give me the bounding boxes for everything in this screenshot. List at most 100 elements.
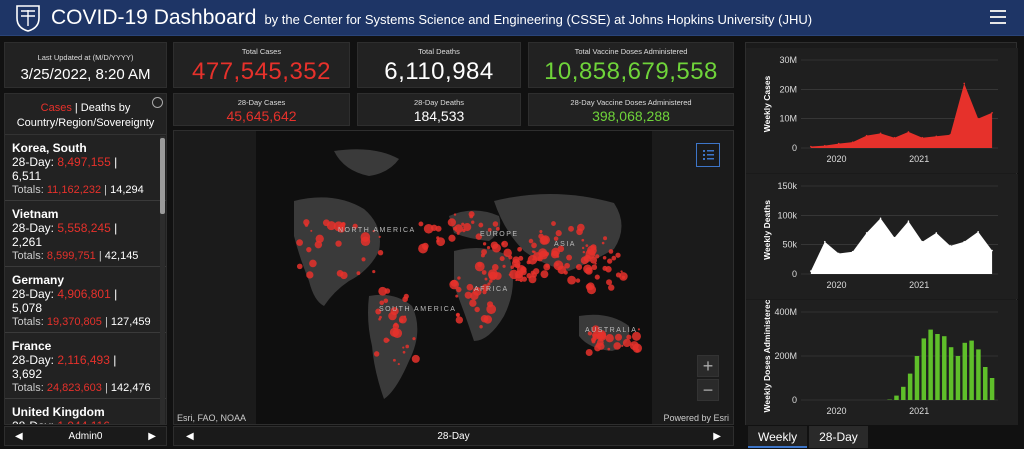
next-arrow-icon[interactable]: ▶ bbox=[148, 430, 156, 442]
map-hotspot-dot[interactable] bbox=[591, 325, 600, 334]
map-hotspot-dot[interactable] bbox=[503, 248, 512, 258]
map-hotspot-dot[interactable] bbox=[509, 269, 519, 280]
map-hotspot-dot[interactable] bbox=[564, 262, 570, 269]
map-hotspot-dot[interactable] bbox=[303, 219, 310, 226]
map-hotspot-dot[interactable] bbox=[309, 259, 317, 268]
map-hotspot-dot[interactable] bbox=[453, 213, 457, 216]
map-hotspot-dot[interactable] bbox=[379, 300, 385, 306]
map-hotspot-dot[interactable] bbox=[411, 354, 420, 363]
map-hotspot-dot[interactable] bbox=[454, 224, 464, 233]
map-hotspot-dot[interactable] bbox=[361, 257, 366, 262]
map-hotspot-dot[interactable] bbox=[480, 314, 489, 323]
map-hotspot-dot[interactable] bbox=[605, 334, 614, 343]
map-hotspot-dot[interactable] bbox=[528, 275, 537, 284]
tab-28-day[interactable]: 28-Day bbox=[809, 426, 868, 448]
expand-icon[interactable] bbox=[152, 97, 163, 108]
country-list-heading[interactable]: | Deaths by Country/Region/Sovereignty bbox=[16, 102, 155, 129]
map-hotspot-dot[interactable] bbox=[469, 214, 474, 219]
map-hotspot-dot[interactable] bbox=[629, 341, 639, 351]
map-hotspot-dot[interactable] bbox=[484, 277, 488, 281]
map-hotspot-dot[interactable] bbox=[621, 275, 626, 279]
country-item[interactable]: Korea, South 28-Day: 8,497,155 | 6,511 Tota… bbox=[5, 135, 166, 201]
map-hotspot-dot[interactable] bbox=[403, 293, 409, 299]
map-hotspot-dot[interactable] bbox=[499, 256, 505, 262]
map-hotspot-dot[interactable] bbox=[615, 272, 622, 278]
legend-button[interactable] bbox=[696, 143, 720, 167]
map-hotspot-dot[interactable] bbox=[601, 241, 605, 245]
map-hotspot-dot[interactable] bbox=[488, 271, 498, 281]
map-hotspot-dot[interactable] bbox=[487, 227, 492, 232]
map-hotspot-dot[interactable] bbox=[296, 239, 303, 246]
map-hotspot-dot[interactable] bbox=[538, 248, 548, 258]
map-hotspot-dot[interactable] bbox=[567, 275, 577, 285]
map-powered-by[interactable]: Powered by Esri bbox=[663, 413, 729, 423]
map-hotspot-dot[interactable] bbox=[592, 339, 595, 342]
map-hotspot-dot[interactable] bbox=[590, 244, 597, 251]
map-hotspot-dot[interactable] bbox=[375, 308, 382, 315]
map-hotspot-dot[interactable] bbox=[392, 358, 396, 362]
map-hotspot-dot[interactable] bbox=[412, 337, 416, 341]
map-hotspot-dot[interactable] bbox=[502, 264, 506, 268]
map-hotspot-dot[interactable] bbox=[418, 221, 424, 227]
map-hotspot-dot[interactable] bbox=[608, 284, 615, 291]
map-hotspot-dot[interactable] bbox=[466, 283, 474, 291]
map-hotspot-dot[interactable] bbox=[405, 344, 410, 349]
map-hotspot-dot[interactable] bbox=[582, 250, 586, 254]
map-hotspot-dot[interactable] bbox=[389, 327, 399, 337]
map-hotspot-dot[interactable] bbox=[296, 263, 303, 270]
map-hotspot-dot[interactable] bbox=[518, 255, 524, 261]
map-hotspot-dot[interactable] bbox=[594, 274, 600, 280]
map-hotspot-dot[interactable] bbox=[453, 226, 458, 231]
map-hotspot-dot[interactable] bbox=[553, 236, 559, 241]
map-hotspot-dot[interactable] bbox=[373, 351, 380, 357]
map-hotspot-dot[interactable] bbox=[448, 234, 456, 242]
map-hotspot-dot[interactable] bbox=[378, 286, 388, 296]
map-hotspot-dot[interactable] bbox=[397, 363, 400, 366]
map-hotspot-dot[interactable] bbox=[455, 312, 461, 318]
scrollbar-thumb[interactable] bbox=[160, 138, 165, 214]
map-hotspot-dot[interactable] bbox=[469, 299, 477, 307]
map-hotspot-dot[interactable] bbox=[423, 246, 428, 251]
map-hotspot-dot[interactable] bbox=[474, 261, 485, 272]
map-hotspot-dot[interactable] bbox=[568, 225, 574, 232]
cases-tab-link[interactable]: Cases bbox=[40, 102, 72, 114]
map-hotspot-dot[interactable] bbox=[377, 250, 384, 256]
map-hotspot-dot[interactable] bbox=[482, 289, 487, 295]
map-hotspot-dot[interactable] bbox=[310, 229, 313, 232]
map-hotspot-dot[interactable] bbox=[637, 328, 641, 331]
map-hotspot-dot[interactable] bbox=[528, 238, 534, 244]
map-hotspot-dot[interactable] bbox=[590, 256, 598, 264]
map-hotspot-dot[interactable] bbox=[585, 244, 589, 247]
map-hotspot-dot[interactable] bbox=[551, 221, 556, 226]
map-hotspot-dot[interactable] bbox=[585, 348, 593, 356]
country-item[interactable]: France 28-Day: 2,116,493 | 3,692 Totals: 24… bbox=[5, 333, 166, 399]
map-hotspot-dot[interactable] bbox=[392, 323, 400, 330]
map-hotspot-dot[interactable] bbox=[457, 276, 461, 280]
country-item[interactable]: Germany 28-Day: 4,906,801 | 5,078 Totals: 1… bbox=[5, 267, 166, 333]
map-hotspot-dot[interactable] bbox=[487, 282, 491, 286]
map-hotspot-dot[interactable] bbox=[360, 236, 371, 246]
map-hotspot-dot[interactable] bbox=[402, 350, 406, 354]
map-hotspot-dot[interactable] bbox=[486, 246, 491, 250]
map-hotspot-dot[interactable] bbox=[315, 234, 324, 243]
map-hotspot-dot[interactable] bbox=[621, 344, 624, 347]
map-hotspot-dot[interactable] bbox=[611, 255, 617, 261]
map-hotspot-dot[interactable] bbox=[306, 247, 312, 253]
map-hotspot-dot[interactable] bbox=[553, 260, 564, 271]
map-hotspot-dot[interactable] bbox=[489, 279, 493, 283]
map-hotspot-dot[interactable] bbox=[474, 306, 480, 313]
map-hotspot-dot[interactable] bbox=[481, 284, 490, 292]
map-hotspot-dot[interactable] bbox=[575, 278, 581, 283]
map-hotspot-dot[interactable] bbox=[456, 286, 462, 293]
map-hotspot-dot[interactable] bbox=[384, 288, 391, 294]
map-hotspot-dot[interactable] bbox=[455, 294, 459, 298]
map-hotspot-dot[interactable] bbox=[423, 223, 434, 234]
map-hotspot-dot[interactable] bbox=[539, 229, 543, 234]
map-hotspot-dot[interactable] bbox=[515, 279, 518, 282]
map-hotspot-dot[interactable] bbox=[631, 331, 641, 341]
map-hotspot-dot[interactable] bbox=[447, 218, 456, 227]
map-hotspot-dot[interactable] bbox=[402, 346, 405, 349]
map-hotspot-dot[interactable] bbox=[508, 273, 511, 276]
map-hotspot-dot[interactable] bbox=[615, 252, 621, 258]
map-hotspot-dot[interactable] bbox=[602, 255, 607, 260]
